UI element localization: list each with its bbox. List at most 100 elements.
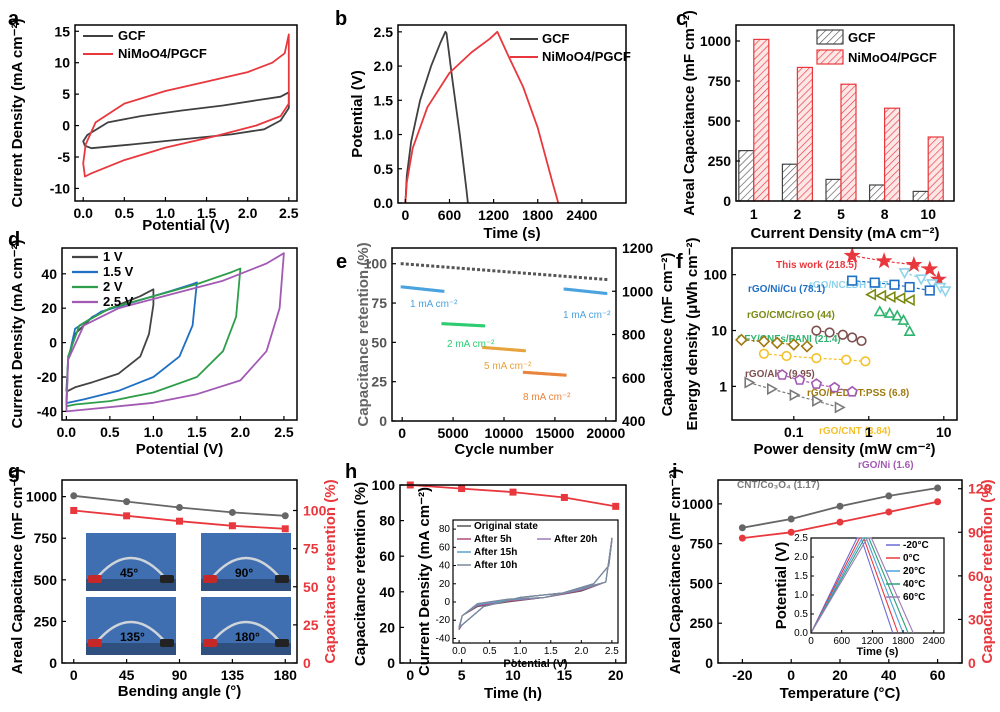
marker-point [757,335,771,348]
x-tick-label: 0 [406,667,414,683]
panel-f: f This work (218.5)rGO/NCLDH (117.3)rGO/N… [676,238,958,491]
y-tick-label: 75 [303,541,319,557]
marker-point [889,279,900,290]
marker-point [873,305,886,317]
marker-point [915,274,928,286]
x-tick-label: 1.5 [197,205,217,221]
legend-label: GCF [848,30,876,45]
panel-h: h 0.0 0.5 1.0 1.5 2.0 2.5 -40 -20 0 20 40 60 80 Potent… [345,461,627,702]
y-tick-label: 0 [705,655,713,671]
x-tick-label: 600 [438,207,462,223]
capacitance-point [454,322,458,326]
y-tick-label: 0.5 [374,161,394,177]
y-axis-label: Current Density (mA cm⁻²) [9,18,26,207]
retention-point [548,273,552,277]
x-axis-label: Potential (V) [136,441,224,458]
marker-point [905,256,923,272]
marker-point [744,376,756,389]
y-tick-label: 500 [708,113,732,129]
rate-annotation: 8 mA cm⁻² [523,392,571,403]
bar-nimoo4 [883,107,901,202]
photo-angle-label: 90° [235,566,253,580]
series-label: rGO/CMC/rGO (44) [747,310,835,321]
x-tick-label: 2.0 [238,205,258,221]
capacitance-point [458,323,462,327]
inset-y-tick-label: 40 [439,561,451,572]
panel-a: a 0.0 0.5 1.0 1.5 2.0 2.5 -10 -5 0 5 10 15 Potential … [8,8,299,234]
x-tick-label: 20 [832,667,848,683]
panel-label: b [335,8,347,30]
marker-point [884,290,896,303]
y-axis-label: Potential (V) [349,70,366,158]
capacitance-point [422,287,426,291]
x-tick-label: 60 [930,667,946,683]
capacitance-point [482,345,486,349]
series-label: CNT/Co₃O₄ (1.17) [737,480,820,491]
y-tick-label: 10 [711,323,727,339]
x-tick-label: 10 [936,424,952,440]
inset-y-tick-label: 0.0 [794,628,808,639]
marker-point [846,385,858,397]
capacitance-point [509,348,513,352]
bar-gcf [781,163,799,202]
x-axis-label: Current Density (mA cm⁻²) [750,225,939,242]
y-tick-label: 25 [371,374,387,390]
y-tick-label: 0 [303,655,311,671]
legend-label: 2.5 V [103,294,134,309]
y-axis-label-right: Capacitance retention (%) [322,479,339,663]
data-point [738,524,746,532]
y-tick-label: 250 [34,613,58,629]
inset-y-tick-label: 2.5 [794,533,808,544]
retention-point [573,275,577,279]
marker-point [811,325,822,336]
retention-point [502,270,506,274]
retention-point [604,277,608,281]
y-tick-label: 600 [622,370,646,386]
capacitance-point [582,289,586,293]
retention-point [466,267,470,271]
inset-x-tick-label: 2400 [923,636,946,647]
capacitance-point [526,371,530,375]
data-point [738,534,746,542]
y-tick-label: 5 [62,86,70,102]
bar-nimoo4 [796,66,814,202]
capacitance-point [602,291,606,295]
marker-point [794,374,806,385]
capacitance-point [437,289,441,293]
y-tick-label: 0 [49,655,57,671]
bending-photo: 180° [201,597,291,655]
capacitance-point [417,287,421,291]
inset-x-tick-label: 2.0 [574,646,588,657]
panel-label: h [345,461,357,483]
y-tick-label: -5 [58,149,71,165]
capacitance-point [508,348,512,352]
bar-gcf [738,150,755,202]
capacitance-point [474,323,478,327]
legend-label: 1 V [103,249,123,264]
y-tick-label: 2.0 [374,58,394,74]
bar-gcf [912,190,929,202]
marker-point [926,279,939,291]
capacitance-point [489,346,493,350]
inset-legend-label: After 10h [474,560,517,571]
y-tick-label: 800 [622,327,646,343]
y-tick-label: -20 [37,369,57,385]
capacitance-point [591,290,595,294]
y-axis-label: Capacitance retention (%) [352,482,369,666]
series-label: rGO/Ni/Cu (78.1) [748,284,825,295]
marker-point [903,294,915,307]
photo-angle-label: 45° [120,566,138,580]
x-tick-label: 1.5 [187,424,207,440]
retention-point [451,266,455,270]
capacitance-point [537,371,541,375]
marker-point [939,286,952,298]
y-tick-label: 500 [34,572,58,588]
capacitance-point [583,289,587,293]
y-tick-label: 10 [54,55,70,71]
data-point [228,508,236,516]
capacitance-point [530,371,534,375]
axes-frame [391,247,617,422]
inset-y-tick-label: 0.5 [794,609,808,620]
x-tick-label: -20 [732,667,752,683]
